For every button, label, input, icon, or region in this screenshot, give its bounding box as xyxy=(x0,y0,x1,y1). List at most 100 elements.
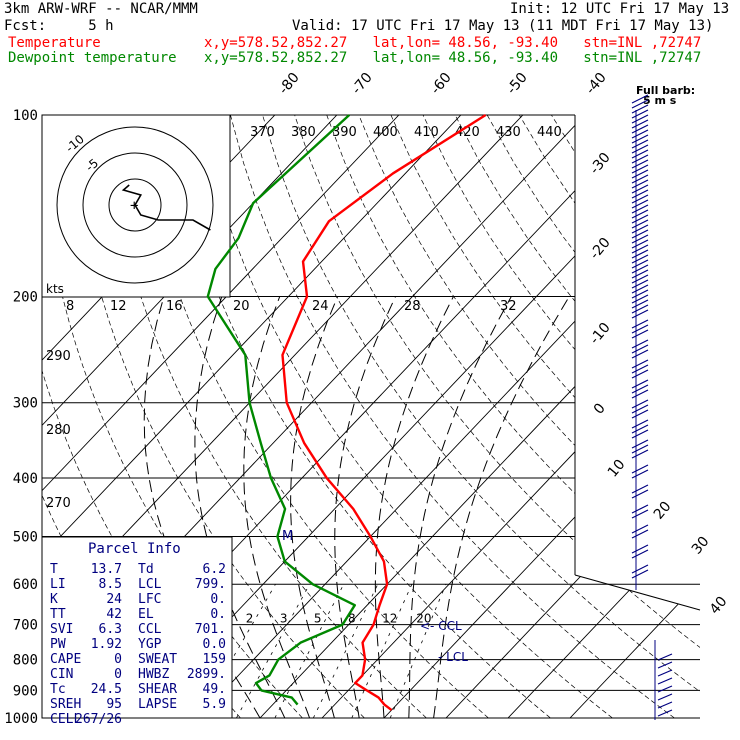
model-title: 3km ARW-WRF -- NCAR/MMM xyxy=(4,1,198,17)
wind-legend-label: Full barb: xyxy=(636,84,695,97)
hodograph-unit-label: kts xyxy=(46,282,64,296)
wind-barb xyxy=(631,209,649,219)
el-marker: M xyxy=(282,529,293,544)
wind-barb xyxy=(631,279,649,289)
wind-barb xyxy=(631,529,649,539)
wind-barb xyxy=(631,184,649,194)
wind-barb xyxy=(657,669,673,677)
dry-adiabat xyxy=(358,115,700,718)
wind-barb xyxy=(631,309,649,319)
wind-barb xyxy=(631,389,649,399)
parcel-row-label: SREH xyxy=(50,697,81,712)
parcel-row-value: 2899. xyxy=(187,667,226,682)
isotherm-label: 40 xyxy=(707,594,731,618)
isotherm-label: -60 xyxy=(428,70,455,98)
dry-adiabat xyxy=(551,115,700,718)
theta-label: 370 xyxy=(250,125,275,140)
wind-barb xyxy=(631,469,649,479)
parcel-row-value: 799. xyxy=(195,577,226,592)
parcel-row-value: 24 xyxy=(106,592,122,607)
isotherm-label: -10 xyxy=(587,320,614,348)
isotherm-label: 10 xyxy=(605,457,629,481)
parcel-row-value: 0. xyxy=(210,607,226,622)
pressure-tick-label: 700 xyxy=(13,618,38,634)
parcel-row-label: TT xyxy=(50,607,66,622)
wind-barb xyxy=(631,379,649,389)
wind-barb xyxy=(631,489,649,499)
pressure-tick-label: 1000 xyxy=(4,711,38,727)
moist-adiabat xyxy=(290,296,339,718)
wind-barb xyxy=(631,139,649,149)
wind-barb xyxy=(631,159,649,169)
wind-barb xyxy=(631,269,649,279)
wind-barb xyxy=(631,234,649,244)
wind-barb xyxy=(657,677,673,685)
parcel-row-value: 13.7 xyxy=(91,562,122,577)
parcel-row-label: YGP xyxy=(138,637,162,652)
dewpoint-line xyxy=(206,114,356,706)
parcel-row-label: HWBZ xyxy=(138,667,169,682)
wind-barb xyxy=(631,179,649,189)
parcel-row-label: PW xyxy=(50,637,66,652)
hodograph-scale-label: 32 xyxy=(500,299,517,314)
parcel-row-value: 8.5 xyxy=(99,577,122,592)
isotherm-line xyxy=(42,115,400,718)
theta-label: 390 xyxy=(332,125,357,140)
theta-label: 440 xyxy=(537,125,562,140)
parcel-row-label: CCL xyxy=(138,622,162,637)
isotherm-line xyxy=(197,115,700,718)
hodograph-ring xyxy=(56,126,214,284)
hodograph-ring xyxy=(82,152,188,258)
forecast-hour: Fcst: 5 h xyxy=(4,18,114,34)
dry-adiabat xyxy=(165,115,551,718)
wind-barb xyxy=(631,319,649,329)
hodograph-scale-label: 16 xyxy=(166,299,183,314)
wind-barb xyxy=(631,289,649,299)
wind-barb xyxy=(631,409,649,419)
mixing-ratio-line xyxy=(197,584,276,719)
dry-adiabat xyxy=(486,115,700,718)
wind-barb xyxy=(631,509,649,519)
wind-barb xyxy=(631,544,649,554)
pressure-tick-label: 300 xyxy=(13,396,38,412)
theta-label: 270 xyxy=(46,496,71,511)
parcel-row-label: LFC xyxy=(138,592,161,607)
wind-barb xyxy=(631,104,649,114)
wind-barb xyxy=(631,129,649,139)
wind-barb xyxy=(631,194,649,204)
mixing-ratio-label: 2 xyxy=(246,612,254,626)
isotherm-label: 0 xyxy=(591,400,609,417)
wind-barb xyxy=(631,429,649,439)
theta-label: 430 xyxy=(496,125,521,140)
isotherm-label: -30 xyxy=(587,150,614,178)
ccl-label: <- CCL xyxy=(420,619,462,633)
isotherm-line xyxy=(569,115,700,718)
wind-barb xyxy=(631,419,649,429)
pressure-tick-label: 600 xyxy=(13,577,38,593)
wind-barb xyxy=(631,199,649,209)
parcel-row-label: LCL xyxy=(138,577,162,592)
dry-adiabat xyxy=(198,115,613,718)
isotherm-line xyxy=(321,115,700,718)
wind-barb xyxy=(657,709,673,717)
wind-barb xyxy=(657,661,673,669)
wind-barb xyxy=(631,239,649,249)
dry-adiabat xyxy=(647,115,700,718)
parcel-row-value: 159 xyxy=(203,652,226,667)
moist-adiabat xyxy=(243,296,311,718)
wind-barb xyxy=(631,504,649,514)
wind-barb xyxy=(631,399,649,409)
mixing-ratio-label: 12 xyxy=(382,612,397,626)
wind-barb xyxy=(631,464,649,474)
parcel-row-value: 0.0 xyxy=(203,637,226,652)
moist-adiabat xyxy=(334,296,396,718)
wind-barb xyxy=(631,124,649,134)
moist-adiabat xyxy=(374,296,454,718)
pressure-tick-label: 400 xyxy=(13,471,38,487)
wind-barb xyxy=(631,214,649,224)
parcel-info-title: Parcel Info xyxy=(88,541,181,557)
pressure-tick-label: 800 xyxy=(13,653,38,669)
dry-adiabat xyxy=(583,115,700,718)
pressure-tick-label: 100 xyxy=(13,108,38,124)
hodograph-scale-label: 12 xyxy=(110,299,127,314)
